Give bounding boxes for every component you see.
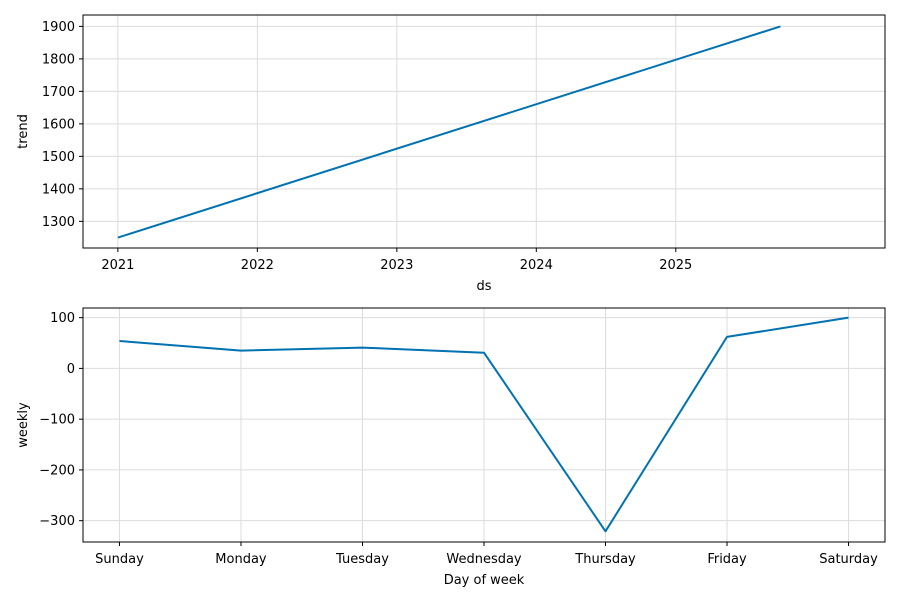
weekly-x-tick-label: Friday — [707, 552, 747, 567]
weekly-y-tick-label: −200 — [39, 463, 75, 478]
trend-x-axis-label: ds — [476, 279, 491, 294]
weekly-x-axis-label: Day of week — [444, 573, 525, 588]
weekly-y-tick-label: −100 — [39, 413, 75, 428]
trend-y-tick-label: 1400 — [42, 182, 75, 197]
trend-y-tick-label: 1800 — [42, 52, 75, 67]
weekly-series-line — [119, 316, 849, 533]
trend-plot-frame — [82, 14, 886, 249]
weekly-y-tick-label: 100 — [50, 311, 75, 326]
trend-y-tick-label: 1900 — [42, 20, 75, 35]
trend-x-tick-label: 2021 — [101, 258, 134, 273]
weekly-x-tick-label: Thursday — [574, 552, 636, 567]
weekly-y-tick-label: −300 — [39, 514, 75, 529]
trend-panel: 2021 2022 2023 2024 2025 1300 1400 1500 1600 1700… — [16, 14, 886, 294]
trend-x-tick-label: 2022 — [241, 258, 274, 273]
trend-x-tick-label: 2024 — [520, 258, 553, 273]
weekly-panel: Sunday Monday Tuesday Wednesday Thursday Frid… — [16, 307, 886, 588]
weekly-x-tick-label: Monday — [215, 552, 267, 567]
trend-series-line — [117, 25, 781, 239]
weekly-x-tick-label: Wednesday — [446, 552, 522, 567]
trend-y-tick-label: 1700 — [42, 85, 75, 100]
weekly-y-tick-label: 0 — [67, 362, 75, 377]
trend-y-tick-label: 1300 — [42, 215, 75, 230]
trend-x-tick-label: 2023 — [380, 258, 413, 273]
trend-y-axis-label: trend — [16, 114, 31, 149]
weekly-x-tick-label: Tuesday — [335, 552, 389, 567]
trend-x-tick-label: 2025 — [659, 258, 692, 273]
trend-y-tick-label: 1600 — [42, 117, 75, 132]
weekly-x-tick-label: Sunday — [95, 552, 144, 567]
trend-y-tick-label: 1500 — [42, 150, 75, 165]
weekly-y-axis-label: weekly — [16, 402, 31, 448]
weekly-x-tick-label: Saturday — [819, 552, 878, 567]
